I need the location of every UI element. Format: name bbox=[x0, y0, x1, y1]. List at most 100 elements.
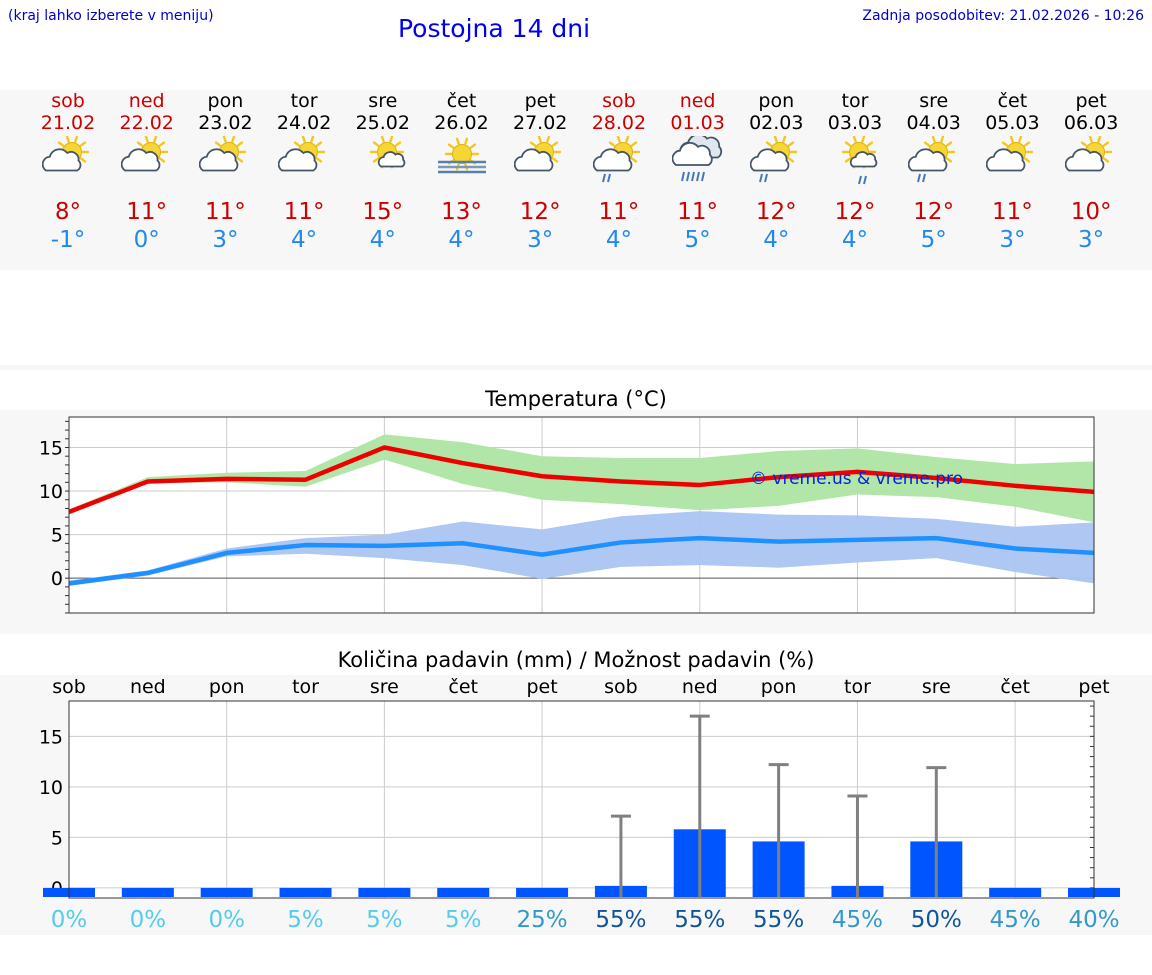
min-temperature: 3° bbox=[999, 227, 1026, 253]
category-label: čet bbox=[448, 676, 478, 698]
temperature-chart: 0 5 10 15 © vreme.us & vreme.pro bbox=[39, 416, 1095, 614]
partly-cloudy-rain-icon bbox=[750, 136, 798, 183]
y-tick-label: 15 bbox=[39, 726, 63, 748]
max-temperature: 11° bbox=[126, 199, 168, 225]
day-name: sre bbox=[919, 90, 949, 112]
category-label: pon bbox=[209, 676, 245, 698]
day-date: 03.03 bbox=[827, 112, 883, 134]
min-temperature: 3° bbox=[1078, 227, 1105, 253]
precipitation-probability: 0% bbox=[51, 907, 88, 933]
day-date: 01.03 bbox=[670, 112, 725, 134]
sun-cloud-rain-icon bbox=[841, 136, 878, 185]
precipitation-bar bbox=[989, 887, 1042, 897]
category-label: pon bbox=[761, 676, 797, 698]
category-label: čet bbox=[1000, 676, 1030, 698]
min-temperature: 4° bbox=[763, 227, 790, 253]
day-column: tor 03.03 12° 4° bbox=[815, 90, 895, 270]
plot-frame bbox=[68, 416, 1095, 614]
precipitation-chart-title: Količina padavin (mm) / Možnost padavin … bbox=[337, 648, 815, 672]
day-date: 27.02 bbox=[512, 112, 568, 134]
plot-frame bbox=[68, 700, 1095, 899]
day-column: čet 05.03 11° 3° bbox=[972, 90, 1052, 270]
category-label: tor bbox=[292, 676, 319, 698]
precipitation-bar bbox=[200, 887, 253, 897]
day-column: ned 01.03 11° 5° bbox=[658, 90, 738, 270]
day-date: 23.02 bbox=[198, 112, 253, 134]
cloudy-heavy-rain-icon bbox=[671, 136, 722, 182]
day-date: 25.02 bbox=[355, 112, 410, 134]
precipitation-probability: 45% bbox=[832, 907, 883, 933]
y-tick-label: 5 bbox=[51, 525, 63, 547]
max-temperature: 11° bbox=[598, 199, 640, 225]
day-name: sob bbox=[602, 90, 636, 112]
y-tick-label: 10 bbox=[39, 481, 63, 503]
day-column: ned 22.02 11° 0° bbox=[107, 90, 187, 270]
category-label: ned bbox=[682, 676, 718, 698]
day-name: ned bbox=[128, 90, 165, 112]
max-temperature: 12° bbox=[755, 199, 797, 225]
max-temperature: 11° bbox=[677, 199, 718, 225]
partly-cloudy-rain-icon bbox=[907, 136, 955, 183]
category-label: sob bbox=[52, 676, 86, 698]
partly-cloudy-icon bbox=[199, 136, 247, 172]
day-date: 04.03 bbox=[906, 112, 961, 134]
min-temperature: 4° bbox=[841, 227, 869, 253]
day-name: pon bbox=[207, 90, 244, 112]
day-name: tor bbox=[290, 90, 318, 112]
max-temperature-line bbox=[68, 445, 1095, 515]
y-tick-label: 15 bbox=[39, 437, 63, 459]
precipitation-probability: 55% bbox=[753, 907, 804, 933]
precipitation-probability: 25% bbox=[517, 907, 568, 933]
day-column: pon 02.03 12° 4° bbox=[736, 90, 816, 270]
page-title: Postojna 14 dni bbox=[398, 14, 591, 43]
max-temperature: 13° bbox=[441, 199, 482, 225]
category-label: pet bbox=[1078, 676, 1109, 698]
day-name: pet bbox=[1075, 90, 1107, 112]
partly-cloudy-rain-icon bbox=[592, 136, 641, 183]
category-label: sre bbox=[370, 676, 399, 698]
max-temperature: 12° bbox=[519, 199, 561, 225]
day-column: sob 21.02 8° -1° bbox=[28, 90, 108, 270]
min-temperature: 4° bbox=[369, 227, 396, 253]
precipitation-probability: 45% bbox=[990, 907, 1041, 933]
day-column: pet 06.03 10° 3° bbox=[1051, 90, 1131, 270]
day-column: pon 23.02 11° 3° bbox=[185, 90, 265, 270]
day-name: pon bbox=[758, 90, 795, 112]
min-temperature: -1° bbox=[50, 227, 86, 253]
day-date: 24.02 bbox=[276, 112, 332, 134]
day-column: pet 27.02 12° 3° bbox=[500, 90, 580, 270]
min-temperature: 4° bbox=[605, 227, 632, 253]
day-column: čet 26.02 13° 4° bbox=[422, 90, 502, 270]
day-name: čet bbox=[446, 90, 477, 112]
category-label: sre bbox=[922, 676, 951, 698]
day-name: ned bbox=[679, 90, 716, 112]
day-column: sre 04.03 12° 5° bbox=[894, 90, 974, 270]
y-tick-label: 0 bbox=[51, 568, 63, 590]
precipitation-probability: 0% bbox=[130, 907, 167, 933]
day-name: sre bbox=[368, 90, 398, 112]
precipitation-probability: 55% bbox=[595, 907, 646, 933]
last-updated: Zadnja posodobitev: 21.02.2026 - 10:26 bbox=[862, 8, 1144, 24]
precipitation-chart: sob ned pon tor sre čet pet sob ned pon tor sre čet p… bbox=[39, 676, 1120, 933]
precipitation-bar bbox=[437, 887, 490, 897]
min-temperature: 3° bbox=[527, 227, 554, 253]
sun-fog-icon bbox=[437, 137, 486, 174]
day-date: 22.02 bbox=[119, 112, 174, 134]
precipitation-bar bbox=[358, 887, 411, 897]
day-date: 02.03 bbox=[749, 112, 804, 134]
sun-small-cloud-icon bbox=[369, 136, 406, 169]
day-column: tor 24.02 11° 4° bbox=[264, 90, 344, 270]
day-name: čet bbox=[997, 90, 1028, 112]
day-column: sob 28.02 11° 4° bbox=[579, 90, 659, 270]
day-date: 06.03 bbox=[1063, 112, 1119, 134]
precipitation-bar bbox=[516, 887, 569, 897]
partly-cloudy-icon bbox=[278, 136, 326, 172]
max-temperature: 12° bbox=[913, 199, 955, 225]
day-name: sob bbox=[51, 90, 85, 112]
min-temperature: 0° bbox=[133, 227, 160, 253]
partly-cloudy-icon bbox=[986, 136, 1034, 172]
partly-cloudy-icon bbox=[42, 136, 90, 172]
precipitation-probability: 50% bbox=[911, 907, 962, 933]
min-temperature-line bbox=[68, 535, 1095, 586]
max-temperature: 12° bbox=[834, 199, 876, 225]
